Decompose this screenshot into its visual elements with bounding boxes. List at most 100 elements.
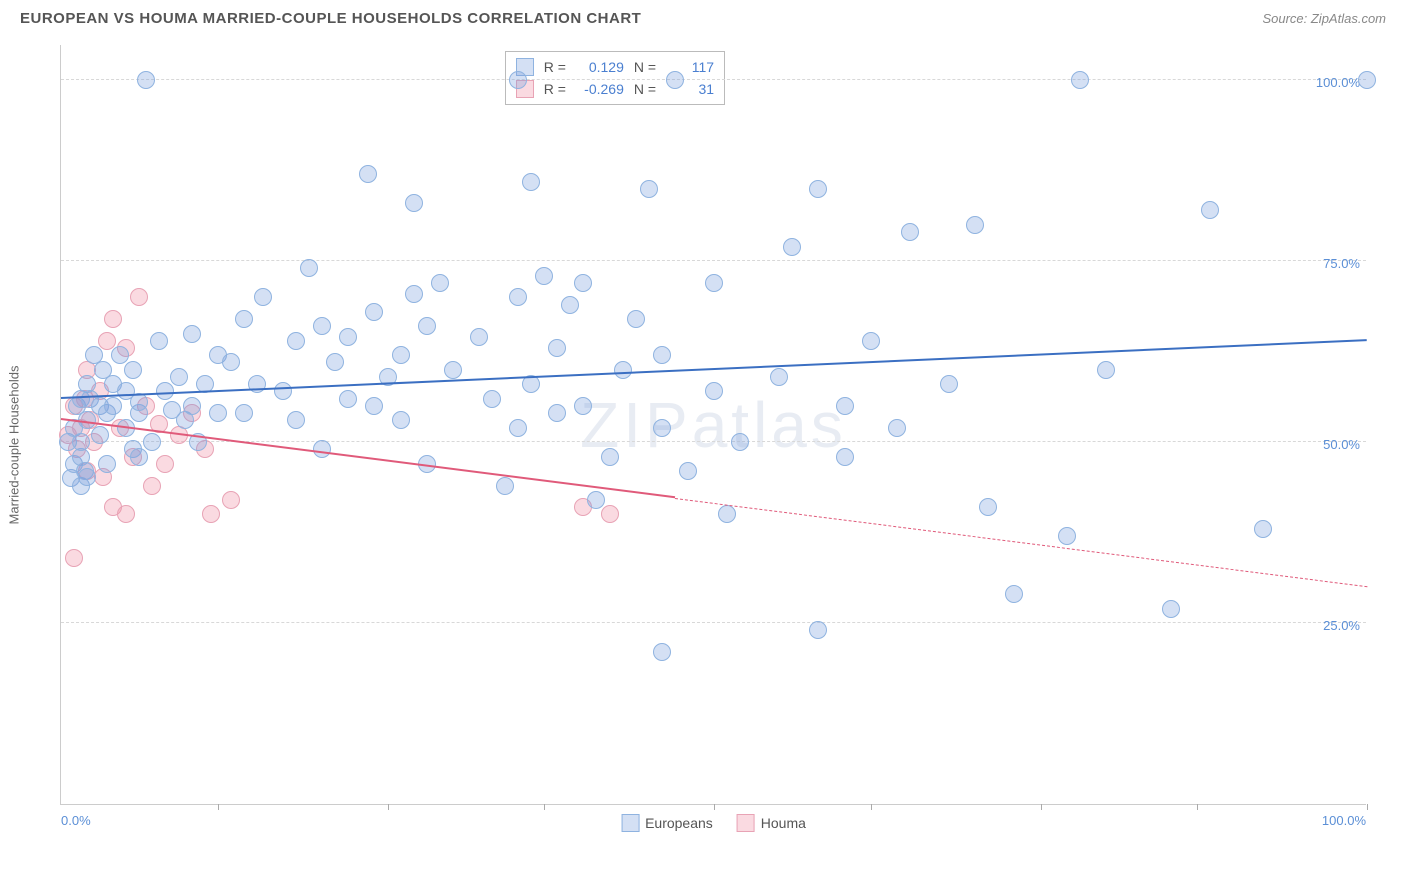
y-tick-label: 100.0% xyxy=(1316,75,1360,90)
houma-point xyxy=(98,332,116,350)
europeans-point xyxy=(640,180,658,198)
europeans-point xyxy=(78,468,96,486)
n-label: N = xyxy=(634,81,656,97)
europeans-point xyxy=(1358,71,1376,89)
europeans-point xyxy=(339,328,357,346)
europeans-point xyxy=(183,397,201,415)
gridline xyxy=(61,260,1366,261)
europeans-point xyxy=(836,397,854,415)
europeans-point xyxy=(614,361,632,379)
gridline xyxy=(61,79,1366,80)
europeans-point xyxy=(483,390,501,408)
chart-container: Married-couple Households ZIPatlas R =0.… xyxy=(20,35,1386,855)
houma-point xyxy=(117,505,135,523)
y-tick-label: 75.0% xyxy=(1323,256,1360,271)
chart-title: EUROPEAN VS HOUMA MARRIED-COUPLE HOUSEHO… xyxy=(20,10,641,27)
x-tick-mark xyxy=(1367,804,1368,810)
europeans-point xyxy=(326,353,344,371)
europeans-point xyxy=(653,346,671,364)
europeans-point xyxy=(731,433,749,451)
europeans-point xyxy=(653,643,671,661)
europeans-point xyxy=(98,455,116,473)
europeans-point xyxy=(979,498,997,516)
stats-row-europeans: R =0.129N =117 xyxy=(516,56,714,78)
x-tick-mark xyxy=(871,804,872,810)
houma-point xyxy=(65,549,83,567)
europeans-point xyxy=(809,180,827,198)
y-axis-label: Married-couple Households xyxy=(7,366,22,525)
europeans-point xyxy=(1005,585,1023,603)
europeans-point xyxy=(313,440,331,458)
europeans-point xyxy=(470,328,488,346)
r-value: 0.129 xyxy=(576,59,624,75)
europeans-point xyxy=(574,274,592,292)
source-attribution: Source: ZipAtlas.com xyxy=(1262,11,1386,26)
europeans-point xyxy=(150,332,168,350)
europeans-point xyxy=(130,393,148,411)
europeans-point xyxy=(522,173,540,191)
europeans-point xyxy=(1162,600,1180,618)
r-value: -0.269 xyxy=(576,81,624,97)
houma-point xyxy=(202,505,220,523)
europeans-point xyxy=(392,411,410,429)
europeans-point xyxy=(718,505,736,523)
europeans-point xyxy=(287,332,305,350)
europeans-point xyxy=(1058,527,1076,545)
europeans-point xyxy=(888,419,906,437)
europeans-point xyxy=(359,165,377,183)
europeans-point xyxy=(339,390,357,408)
europeans-point xyxy=(809,621,827,639)
europeans-point xyxy=(287,411,305,429)
houma-legend-swatch xyxy=(737,814,755,832)
europeans-point xyxy=(72,433,90,451)
europeans-point xyxy=(535,267,553,285)
r-label: R = xyxy=(544,81,566,97)
europeans-point xyxy=(705,382,723,400)
correlation-stats-box: R =0.129N =117R =-0.269N =31 xyxy=(505,51,725,105)
europeans-point xyxy=(418,317,436,335)
europeans-point xyxy=(111,346,129,364)
houma-trendline-extrapolated xyxy=(675,498,1367,587)
europeans-point xyxy=(300,259,318,277)
r-label: R = xyxy=(544,59,566,75)
europeans-point xyxy=(940,375,958,393)
x-max-label: 100.0% xyxy=(1322,813,1366,828)
europeans-point xyxy=(104,397,122,415)
europeans-point xyxy=(783,238,801,256)
europeans-point xyxy=(143,433,161,451)
legend-item-houma: Houma xyxy=(737,814,806,832)
europeans-point xyxy=(627,310,645,328)
europeans-point xyxy=(601,448,619,466)
europeans-point xyxy=(1097,361,1115,379)
y-tick-label: 25.0% xyxy=(1323,618,1360,633)
x-tick-mark xyxy=(388,804,389,810)
europeans-point xyxy=(130,448,148,466)
europeans-point xyxy=(1071,71,1089,89)
europeans-point xyxy=(966,216,984,234)
europeans-point xyxy=(274,382,292,400)
x-tick-mark xyxy=(544,804,545,810)
houma-point xyxy=(156,455,174,473)
houma-point xyxy=(222,491,240,509)
gridline xyxy=(61,622,1366,623)
europeans-point xyxy=(862,332,880,350)
europeans-point xyxy=(836,448,854,466)
europeans-point xyxy=(496,477,514,495)
stats-row-houma: R =-0.269N =31 xyxy=(516,78,714,100)
plot-area: ZIPatlas R =0.129N =117R =-0.269N =31 Eu… xyxy=(60,45,1366,805)
europeans-point xyxy=(124,361,142,379)
europeans-point xyxy=(574,397,592,415)
europeans-point xyxy=(444,361,462,379)
houma-point xyxy=(104,310,122,328)
n-label: N = xyxy=(634,59,656,75)
europeans-point xyxy=(405,194,423,212)
europeans-point xyxy=(548,339,566,357)
europeans-point xyxy=(209,404,227,422)
legend-item-europeans: Europeans xyxy=(621,814,713,832)
europeans-point xyxy=(222,353,240,371)
europeans-point xyxy=(91,426,109,444)
europeans-point xyxy=(170,368,188,386)
legend: Europeans Houma xyxy=(621,814,806,832)
europeans-point xyxy=(509,288,527,306)
europeans-point xyxy=(653,419,671,437)
